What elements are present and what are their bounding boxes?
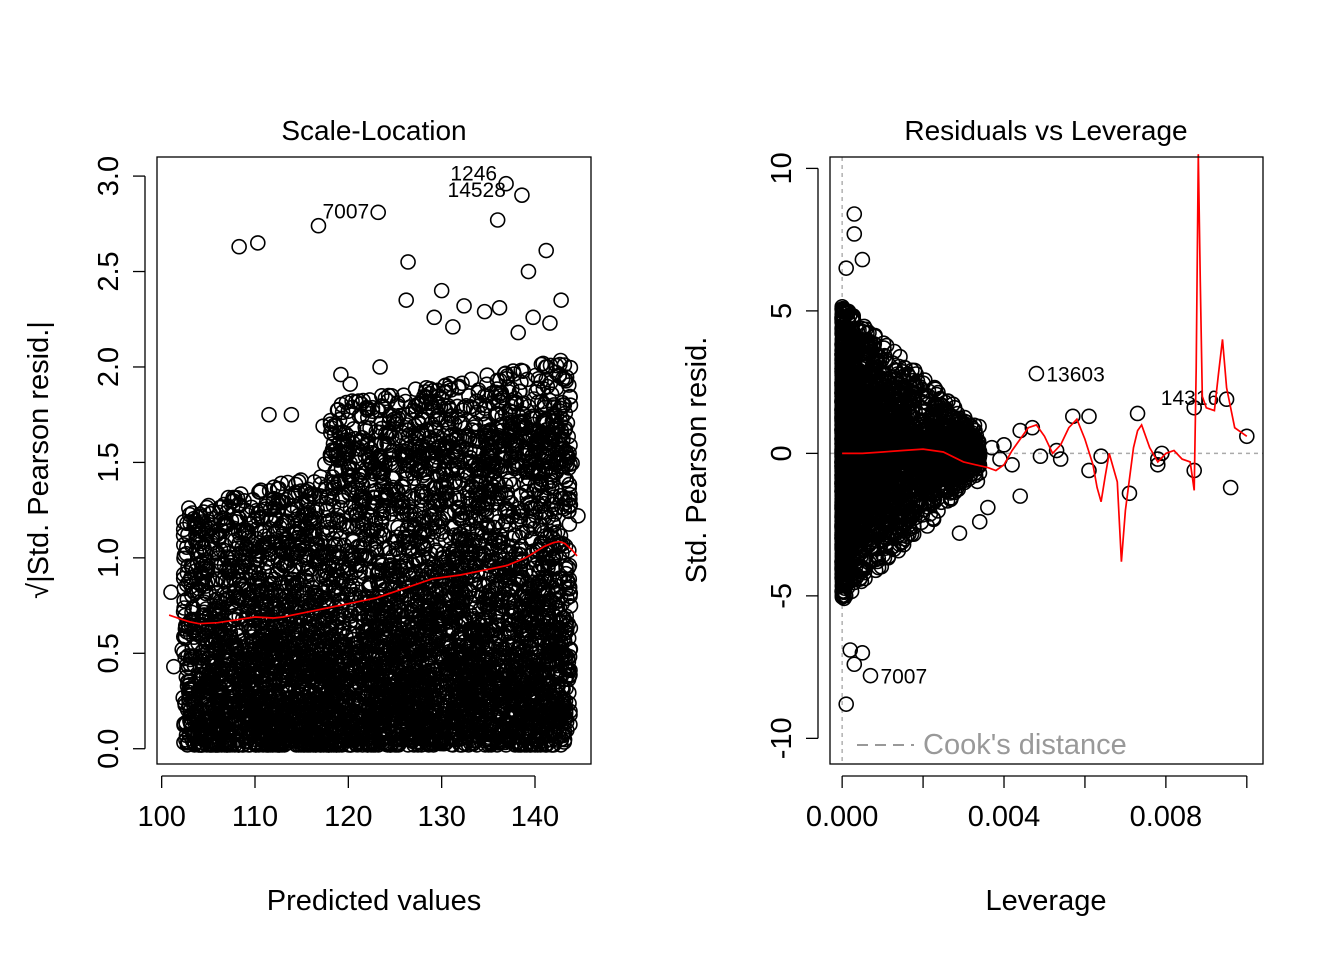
data-point <box>494 517 511 534</box>
data-point <box>561 516 578 532</box>
point-cloud <box>175 352 580 753</box>
data-point <box>306 489 323 505</box>
panel-title: Scale-Location <box>281 115 466 146</box>
